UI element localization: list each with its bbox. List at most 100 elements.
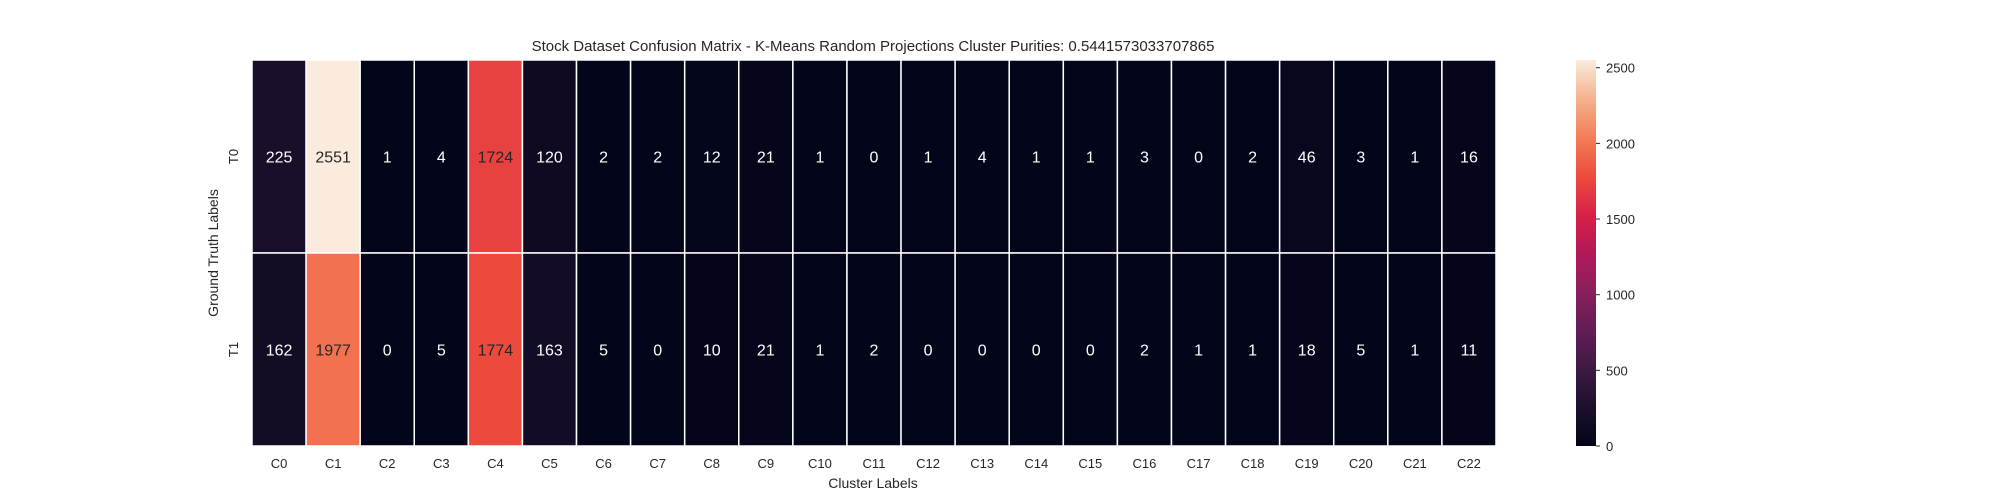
cell-value-label: 1: [1194, 343, 1203, 360]
heatmap-cell: [954, 252, 1010, 447]
y-tick-label: T0: [226, 149, 241, 164]
x-tick-label: C5: [541, 456, 558, 471]
y-axis-label: Ground Truth Labels: [205, 189, 221, 317]
cell-value-label: 1: [1410, 343, 1419, 360]
cell-value-label: 11: [1461, 343, 1478, 360]
y-tick-label: T1: [226, 342, 241, 357]
x-tick-label: C11: [863, 456, 886, 471]
cell-value-label: 4: [978, 150, 987, 167]
heatmap-cell: [1170, 252, 1227, 447]
cell-value-label: 2: [870, 343, 879, 360]
heatmap-cell: [1441, 252, 1497, 447]
x-tick-label: C3: [433, 456, 450, 471]
cell-value-label: 21: [757, 150, 775, 167]
cell-value-label: 1774: [478, 343, 514, 360]
heatmap-cell: [792, 252, 848, 447]
x-tick-label: C10: [808, 456, 832, 471]
colorbar: [1576, 60, 1596, 446]
x-tick-label: C4: [487, 456, 504, 471]
cell-value-label: 1: [1248, 343, 1257, 360]
x-tick-label: C9: [758, 456, 775, 471]
x-tick-label: C0: [271, 456, 288, 471]
heatmap-cell: [1008, 252, 1065, 447]
heatmap-cell: [521, 59, 578, 254]
x-tick-label: C8: [703, 456, 720, 471]
cell-value-label: 10: [703, 343, 721, 360]
cell-value-label: 0: [1032, 343, 1041, 360]
cell-value-label: 1724: [478, 150, 514, 167]
chart-title: Stock Dataset Confusion Matrix - K-Means…: [532, 38, 1215, 55]
heatmap-cells: [251, 59, 1497, 447]
heatmap-cell: [1170, 59, 1227, 254]
colorbar-tick-label: 0: [1606, 439, 1613, 454]
x-tick-label: C16: [1133, 456, 1157, 471]
colorbar-tick-label: 1500: [1606, 212, 1635, 227]
heatmap-cell: [1278, 252, 1335, 447]
heatmap-cell: [900, 252, 956, 447]
heatmap-cell: [629, 252, 686, 447]
heatmap-cell: [359, 59, 416, 254]
colorbar-tick-label: 2500: [1606, 61, 1635, 76]
x-tick-label: C18: [1241, 456, 1265, 471]
colorbar-tick-label: 500: [1606, 363, 1628, 378]
heatmap-cell: [954, 59, 1010, 254]
cell-value-label: 2: [599, 150, 608, 167]
cell-value-label: 1: [815, 343, 824, 360]
x-axis-tick-labels: C0 C1 C2 C3 C4 C5 C6 C7 C8 C9 C10 C11 C12 C13 C14 C15 C1…: [271, 456, 1481, 471]
x-tick-label: C6: [595, 456, 612, 471]
x-tick-label: C21: [1403, 456, 1427, 471]
x-tick-label: C12: [916, 456, 940, 471]
cell-value-label: 1: [1410, 150, 1419, 167]
cell-value-label: 4: [437, 150, 446, 167]
cell-value-label: 1: [924, 150, 933, 167]
colorbar-tick-label: 1000: [1606, 288, 1635, 303]
heatmap-cell: [1387, 252, 1443, 447]
cell-value-label: 2: [1140, 343, 1149, 360]
x-tick-label: C1: [325, 456, 342, 471]
heatmap-cell: [1278, 59, 1335, 254]
cell-value-label: 0: [1194, 150, 1203, 167]
cell-value-label: 18: [1298, 343, 1316, 360]
x-tick-label: C14: [1024, 456, 1048, 471]
heatmap-cell: [1116, 252, 1173, 447]
x-tick-label: C13: [970, 456, 994, 471]
cell-value-label: 0: [1086, 343, 1095, 360]
colorbar-tick-labels: 0 500 1000 1500 2000 2500: [1596, 61, 1635, 454]
x-axis-label: Cluster Labels: [828, 475, 918, 491]
cell-value-label: 1: [1086, 150, 1095, 167]
cell-value-label: 5: [437, 343, 446, 360]
x-tick-label: C7: [649, 456, 666, 471]
cell-value-label: 162: [266, 343, 293, 360]
cell-value-label: 163: [536, 343, 563, 360]
heatmap-cell: [1224, 252, 1281, 447]
cell-value-label: 21: [757, 343, 775, 360]
heatmap-cell: [305, 252, 361, 447]
heatmap-cell: [846, 252, 902, 447]
cell-value-label: 12: [703, 150, 721, 167]
cell-value-label: 1: [815, 150, 824, 167]
cell-value-labels: 225 2551 1 4 1724 120 2 2 12 21 1 0 1 4 1 1 3 0 2 46 3 1 16162…: [266, 150, 1478, 360]
cell-value-label: 2: [1248, 150, 1257, 167]
heatmap-cell: [467, 252, 524, 447]
cell-value-label: 0: [978, 343, 987, 360]
x-tick-label: C19: [1295, 456, 1319, 471]
heatmap-cell: [521, 252, 578, 447]
colorbar-tick-label: 2000: [1606, 136, 1635, 151]
heatmap-cell: [1116, 59, 1173, 254]
heatmap-cell: [1387, 59, 1443, 254]
x-tick-label: C22: [1457, 456, 1481, 471]
cell-value-label: 5: [599, 343, 608, 360]
x-tick-label: C20: [1349, 456, 1373, 471]
heatmap-cell: [1062, 252, 1119, 447]
y-axis-tick-labels: T0 T1: [226, 149, 241, 357]
heatmap-cell: [1062, 59, 1119, 254]
cell-value-label: 0: [653, 343, 662, 360]
heatmap-cell: [251, 59, 307, 254]
cell-value-label: 0: [924, 343, 933, 360]
heatmap-cell: [413, 252, 470, 447]
cell-value-label: 2551: [315, 150, 351, 167]
cell-value-label: 120: [536, 150, 563, 167]
cell-value-label: 1: [1032, 150, 1041, 167]
x-tick-label: C2: [379, 456, 396, 471]
